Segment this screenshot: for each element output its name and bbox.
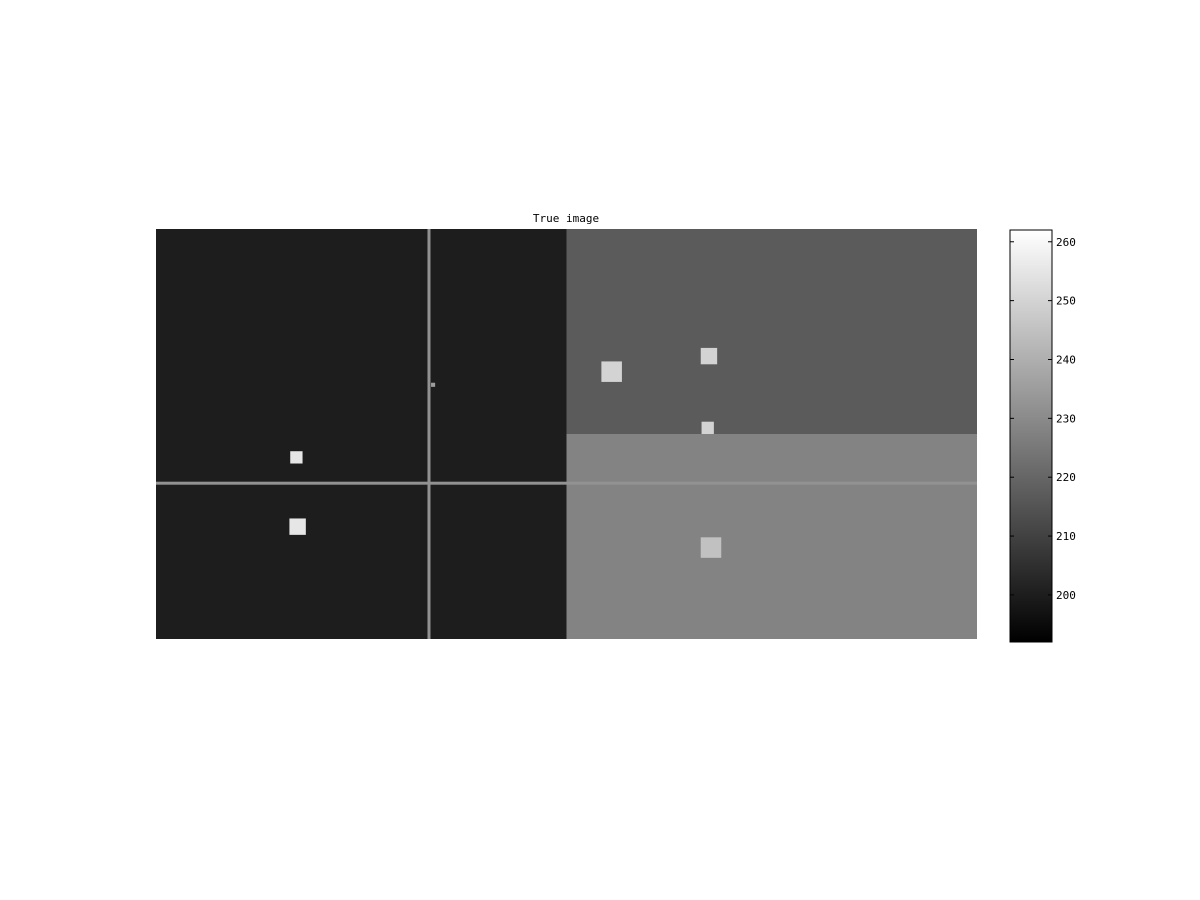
square-left-upper xyxy=(290,451,303,464)
image-regions xyxy=(156,229,977,639)
image-lines xyxy=(156,229,977,639)
square-left-lower xyxy=(289,518,306,535)
square-right-c xyxy=(701,421,714,434)
colorbar-tick-label: 200 xyxy=(1056,589,1076,602)
colorbar-ticks: 200 210 220 230 240 250 260 xyxy=(1010,236,1076,602)
vertical-line xyxy=(427,229,431,639)
colorbar-gradient xyxy=(1009,229,1053,643)
colorbar-tick-label: 220 xyxy=(1056,471,1076,484)
square-tiny-dot xyxy=(431,382,436,387)
colorbar-tick-label: 260 xyxy=(1056,236,1076,249)
chart-title: True image xyxy=(533,212,599,225)
square-right-d xyxy=(700,537,722,558)
square-right-a xyxy=(601,361,622,382)
image-squares xyxy=(289,347,722,558)
region-top-right xyxy=(566,229,977,434)
horizontal-line xyxy=(156,481,977,485)
colorbar-tick-label: 210 xyxy=(1056,530,1076,543)
colorbar-tick-label: 240 xyxy=(1056,353,1076,366)
image-area xyxy=(156,229,977,639)
region-left-half xyxy=(156,229,567,639)
colorbar: 200 210 220 230 240 250 260 xyxy=(1009,229,1076,643)
square-right-b xyxy=(700,347,718,365)
colorbar-tick-label: 230 xyxy=(1056,412,1076,425)
colorbar-tick-label: 250 xyxy=(1056,295,1076,308)
region-bottom-right xyxy=(566,434,977,639)
